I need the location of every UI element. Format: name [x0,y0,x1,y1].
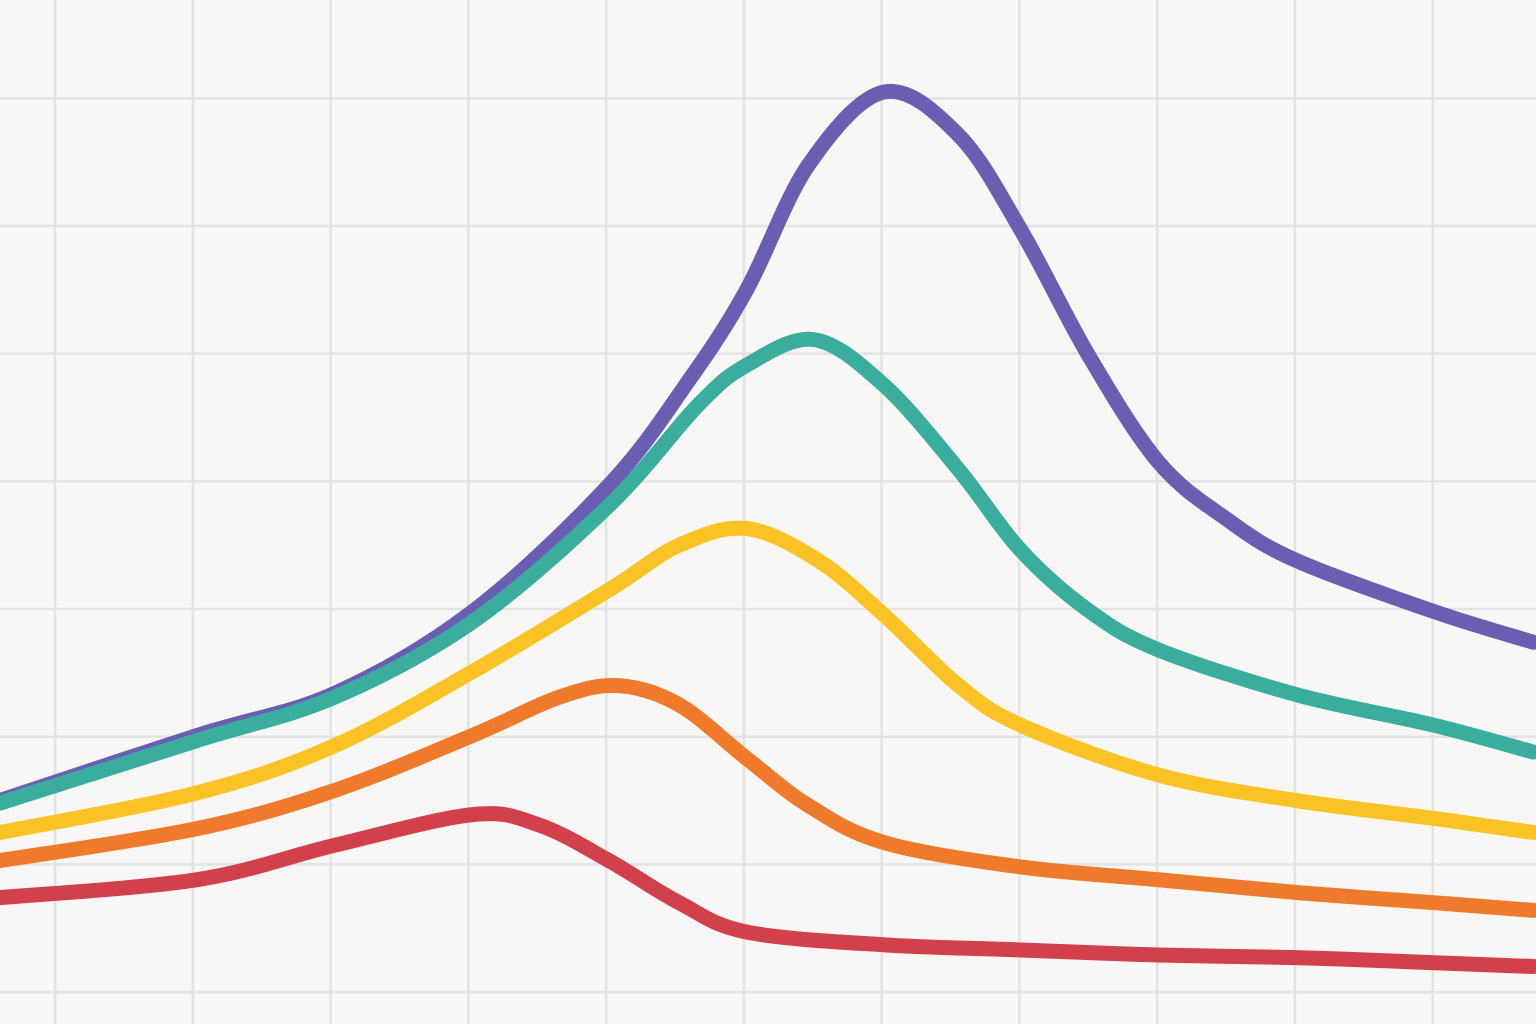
series-lines [0,83,1536,975]
series-line-orange [0,677,1536,918]
series-line-teal [0,331,1536,811]
series-line-red [0,806,1536,975]
series-line-yellow [0,520,1536,840]
